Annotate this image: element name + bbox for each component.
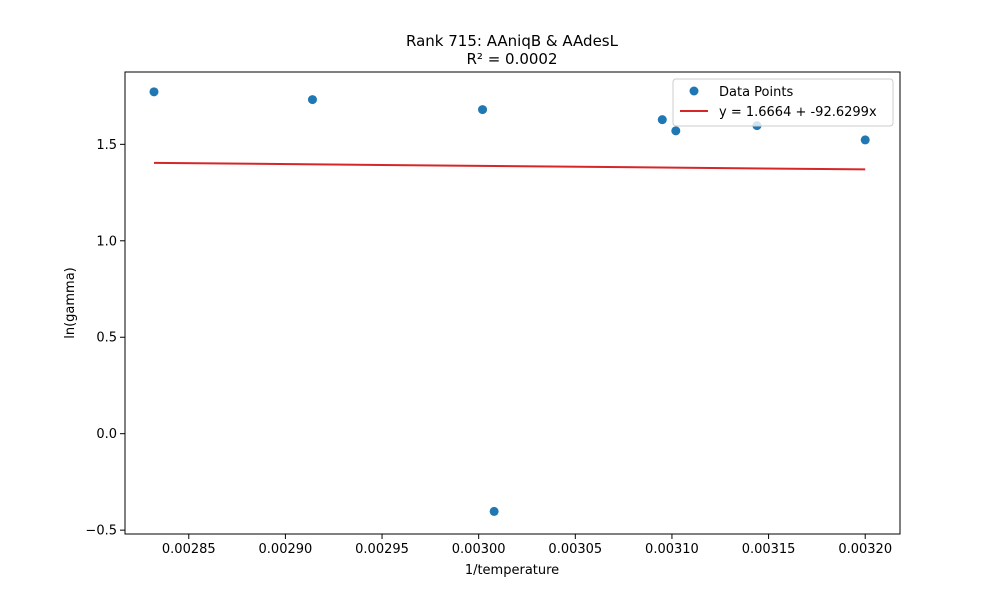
legend-label-fit-line: y = 1.6664 + -92.6299x <box>719 105 877 120</box>
x-tick-label: 0.00285 <box>162 542 216 557</box>
x-tick-label: 0.00310 <box>645 542 699 557</box>
legend-label-data-points: Data Points <box>719 85 793 100</box>
y-tick-label: 1.5 <box>96 138 117 153</box>
x-tick-label: 0.00300 <box>452 542 506 557</box>
data-point <box>478 105 488 115</box>
x-tick-label: 0.00305 <box>548 542 602 557</box>
y-tick-label: 0.0 <box>96 427 117 442</box>
data-point <box>149 87 159 97</box>
chart-subtitle: R² = 0.0002 <box>466 50 557 68</box>
x-tick-label: 0.00290 <box>259 542 313 557</box>
x-tick-label: 0.00315 <box>742 542 796 557</box>
y-axis-label: ln(gamma) <box>63 267 78 339</box>
legend: Data Points y = 1.6664 + -92.6299x <box>672 78 894 127</box>
legend-marker-data-points <box>689 86 699 96</box>
data-point <box>657 115 667 125</box>
x-axis-label: 1/temperature <box>465 563 559 578</box>
y-tick-label: 1.0 <box>96 234 117 249</box>
data-point <box>307 95 317 105</box>
plot-area <box>149 87 870 516</box>
axis-ticks: 0.00285 0.00290 0.00295 0.00300 0.00305 0.003… <box>85 138 892 557</box>
regression-line <box>153 161 866 171</box>
x-tick-label: 0.00320 <box>838 542 892 557</box>
x-tick-label: 0.00295 <box>355 542 409 557</box>
plot-frame <box>124 71 901 535</box>
data-point <box>860 135 870 145</box>
chart-title: Rank 715: AAniqB & AAdesL <box>406 32 619 50</box>
y-tick-label: 0.5 <box>96 331 117 346</box>
legend-box <box>672 78 894 127</box>
data-point <box>671 126 681 136</box>
data-point <box>489 506 499 516</box>
y-tick-label: −0.5 <box>85 524 117 539</box>
